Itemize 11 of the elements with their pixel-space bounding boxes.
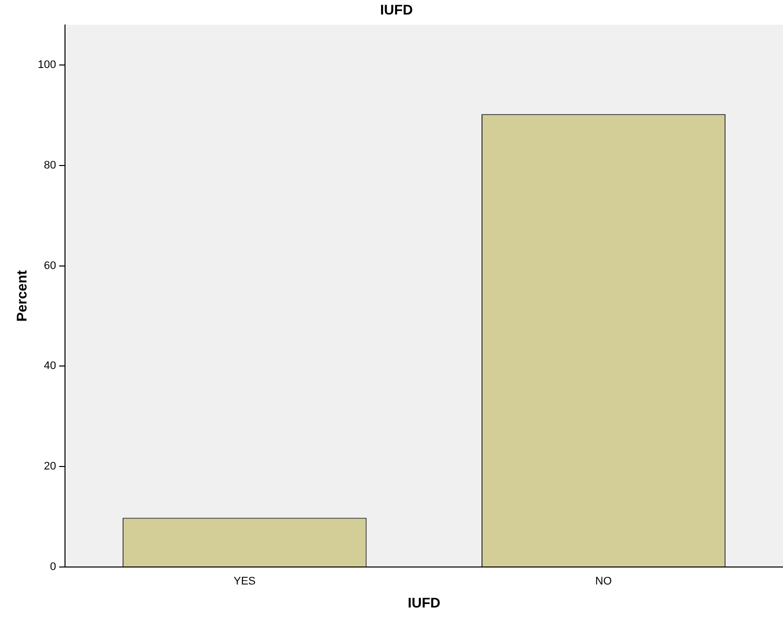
y-tick-label: 100 xyxy=(38,58,56,71)
y-tick-label: 20 xyxy=(44,460,56,473)
y-axis-title: Percent xyxy=(13,270,30,322)
chart-title: IUFD xyxy=(380,1,413,18)
y-tick-label: 0 xyxy=(50,561,56,574)
x-tick-label: NO xyxy=(595,576,612,588)
y-tick-label: 80 xyxy=(44,159,56,172)
x-axis-title: IUFD xyxy=(408,594,440,610)
y-tick-label: 40 xyxy=(44,360,56,372)
x-tick-label: YES xyxy=(234,576,256,588)
y-tick-label: 60 xyxy=(44,260,56,272)
